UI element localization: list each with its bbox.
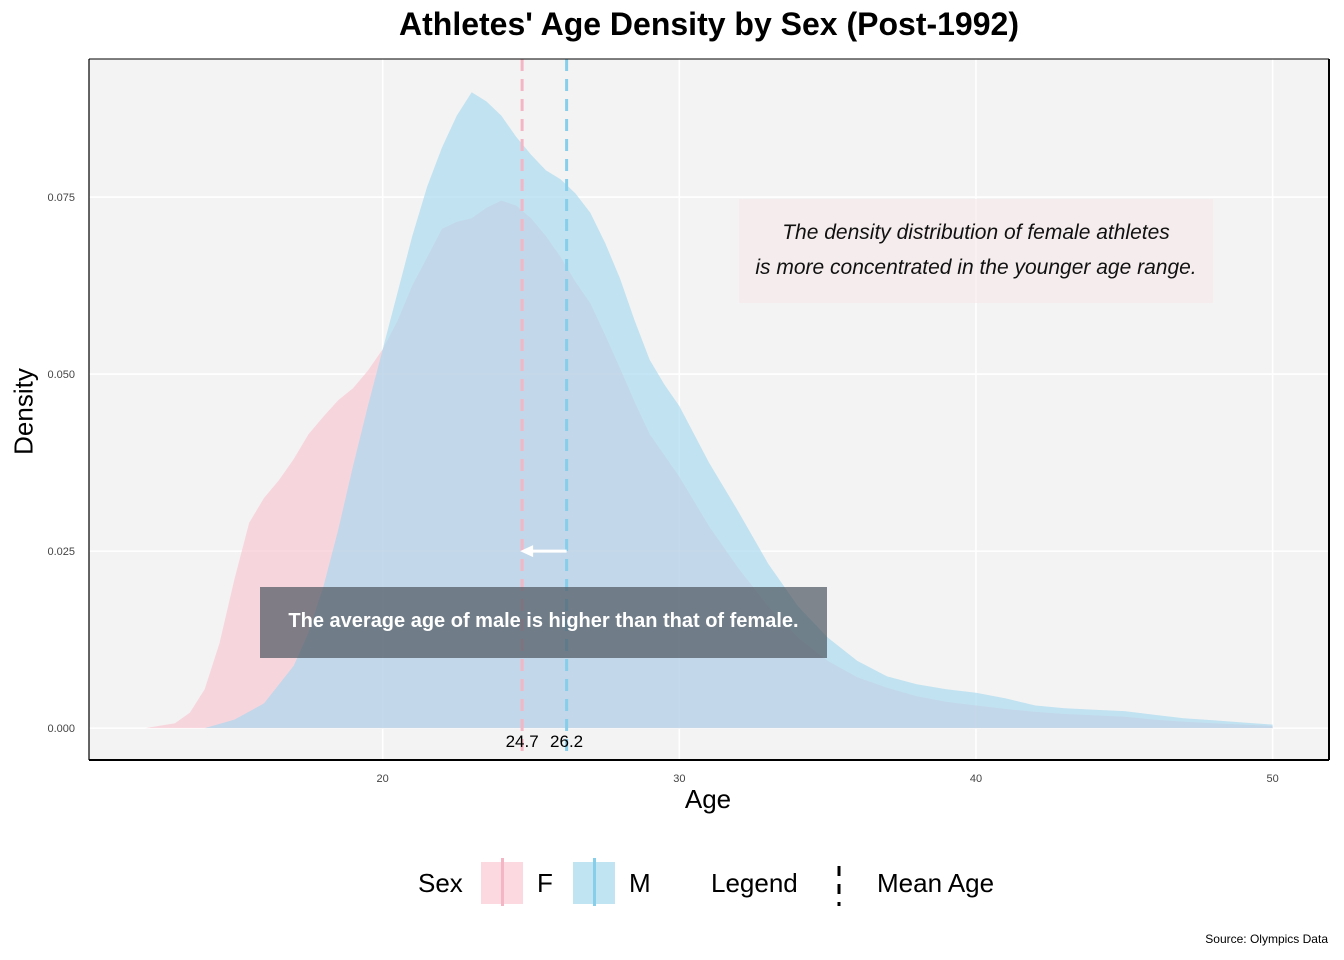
legend-line-title: Legend	[711, 868, 798, 898]
x-tick-label-3: 50	[1267, 773, 1279, 785]
y-tick-label-0: 0.000	[47, 723, 75, 735]
mean-difference-arrow-head	[520, 545, 534, 558]
legend-swatch-m-line	[593, 858, 596, 906]
legend-label-f: F	[537, 868, 553, 898]
note-line-1: The density distribution of female athle…	[782, 221, 1170, 244]
legend-swatch-f-line	[501, 858, 504, 906]
y-tick-label-2: 0.050	[47, 369, 75, 381]
legend-dashed-line-key	[837, 866, 841, 906]
callout-text: The average age of male is higher than t…	[288, 610, 799, 632]
legend-swatch-m	[573, 858, 615, 906]
x-tick-label-2: 40	[970, 773, 982, 785]
legend-mean-age-label: Mean Age	[877, 868, 995, 898]
legend-sex-title: Sex	[418, 868, 463, 898]
x-tick-label-0: 20	[377, 773, 389, 785]
note-box	[739, 199, 1213, 303]
legend-label-m: M	[629, 868, 651, 898]
mean-label-m: 26.2	[550, 732, 583, 751]
callout-box	[260, 587, 827, 658]
mean-label-f: 24.7	[506, 732, 539, 751]
density-area-m	[204, 92, 1273, 729]
x-axis-label: Age	[684, 784, 732, 814]
y-tick-label-3: 0.075	[47, 192, 75, 204]
note-line-2: is more concentrated in the younger age …	[755, 256, 1197, 279]
y-tick-label-1: 0.025	[47, 546, 75, 558]
chart-title: Athletes' Age Density by Sex (Post-1992)	[399, 6, 1019, 42]
x-tick-label-1: 30	[673, 773, 685, 785]
legend-swatch-f	[481, 858, 523, 906]
source-caption: Source: Olympics Data	[1205, 932, 1328, 946]
legend: Sex F M Legend Mean Age	[0, 858, 1344, 908]
y-axis-label: Density	[8, 368, 39, 455]
